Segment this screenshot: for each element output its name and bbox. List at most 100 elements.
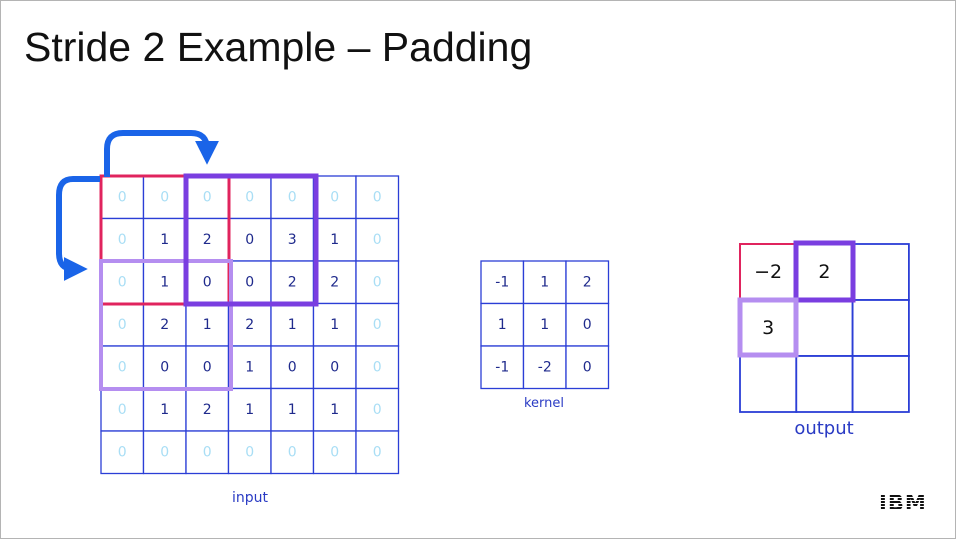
slide-title: Stride 2 Example – Padding: [24, 24, 533, 70]
input-padding-value: 0: [118, 232, 127, 248]
input-value: 1: [288, 402, 297, 418]
output-highlight-purple: [793, 240, 856, 303]
input-value: 1: [160, 402, 169, 418]
input-padding-value: 0: [245, 444, 254, 460]
input-padding-value: 0: [160, 189, 169, 205]
input-padding-value: 0: [288, 189, 297, 205]
input-value: 2: [160, 317, 169, 333]
input-cell: [270, 302, 315, 347]
output-cell: [739, 355, 798, 413]
input-cell: [312, 387, 357, 432]
kernel-value: 2: [583, 274, 592, 290]
input-value: 1: [203, 317, 212, 333]
input-cell: [142, 217, 187, 262]
input-cell: [355, 430, 400, 475]
kernel-value: -1: [495, 274, 509, 290]
input-padding-value: 0: [373, 444, 382, 460]
output-value: 2: [818, 261, 830, 283]
input-padding-value: 0: [118, 444, 127, 460]
input-padding-value: 0: [373, 402, 382, 418]
output-cell: [739, 299, 798, 357]
kernel-value: 1: [540, 317, 549, 333]
kernel-value: 1: [498, 317, 507, 333]
input-padding-value: 0: [330, 189, 339, 205]
input-padding-value: 0: [118, 189, 127, 205]
kernel-cell: [565, 302, 610, 347]
input-cell: [142, 345, 187, 390]
input-value: 1: [245, 402, 254, 418]
input-cell: [355, 260, 400, 305]
output-matrix: −2 2 3: [739, 243, 910, 413]
input-padding-value: 0: [245, 189, 254, 205]
input-padding-value: 0: [118, 359, 127, 375]
input-cell: [100, 175, 145, 220]
window-red: [99, 174, 231, 306]
input-matrix: 0 0 0 0 0 0 0 0 1 2 0 3 1 0 0 1 0 0 2 2 0 0 2 1 2 1 1 0 0 0 0 1 0 0 0 0 1 2 1 1…: [100, 175, 400, 475]
input-value: 0: [288, 359, 297, 375]
input-value: 0: [203, 274, 212, 290]
input-cell: [355, 302, 400, 347]
input-padding-value: 0: [373, 359, 382, 375]
kernel-value: 0: [583, 359, 592, 375]
input-value: 0: [330, 359, 339, 375]
kernel-cell: [565, 345, 610, 390]
input-padding-value: 0: [203, 189, 212, 205]
input-value: 1: [330, 402, 339, 418]
input-value: 0: [245, 232, 254, 248]
input-padding-value: 0: [160, 444, 169, 460]
input-value: 0: [160, 359, 169, 375]
input-cell: [227, 430, 272, 475]
kernel-value: -1: [495, 359, 509, 375]
kernel-cell: [565, 260, 610, 305]
kernel-value: -2: [538, 359, 552, 375]
input-value: 0: [245, 274, 254, 290]
input-cell: [142, 260, 187, 305]
kernel-matrix: -1 1 2 1 1 0 -1 -2 0: [480, 260, 610, 390]
input-cell: [270, 217, 315, 262]
input-cell: [270, 260, 315, 305]
input-padding-value: 0: [373, 189, 382, 205]
input-value: 0: [203, 359, 212, 375]
input-value: 1: [160, 274, 169, 290]
input-value: 1: [330, 317, 339, 333]
output-highlight-lavender: [737, 297, 799, 358]
input-cell: [100, 260, 145, 305]
input-padding-value: 0: [203, 444, 212, 460]
output-label: output: [794, 418, 853, 439]
input-padding-value: 0: [118, 402, 127, 418]
input-cell: [185, 387, 230, 432]
input-value: 2: [245, 317, 254, 333]
input-cell: [355, 217, 400, 262]
input-cell: [142, 430, 187, 475]
input-cell: [185, 302, 230, 347]
input-cell: [355, 387, 400, 432]
output-cell: [795, 299, 854, 357]
arrow-down-icon: [56, 176, 100, 281]
input-cell: [185, 175, 230, 220]
input-padding-value: 0: [118, 274, 127, 290]
input-value: 2: [288, 274, 297, 290]
ibm-logo: IBM: [879, 492, 933, 514]
output-cell: [851, 299, 910, 357]
input-label: input: [232, 490, 269, 506]
input-value: 1: [288, 317, 297, 333]
arrow-right-icon: [104, 130, 219, 177]
input-cell: [227, 260, 272, 305]
output-value: −2: [754, 261, 782, 283]
input-value: 2: [203, 232, 212, 248]
input-padding-value: 0: [288, 444, 297, 460]
input-padding-value: 0: [373, 232, 382, 248]
output-cell: [851, 355, 910, 413]
input-value: 2: [330, 274, 339, 290]
input-cell: [227, 387, 272, 432]
input-cell: [185, 260, 230, 305]
input-cell: [312, 430, 357, 475]
kernel-value: 0: [583, 317, 592, 333]
input-cell: [355, 175, 400, 220]
input-padding-value: 0: [373, 317, 382, 333]
input-value: 1: [330, 232, 339, 248]
output-cell: [795, 355, 854, 413]
input-value: 1: [245, 359, 254, 375]
